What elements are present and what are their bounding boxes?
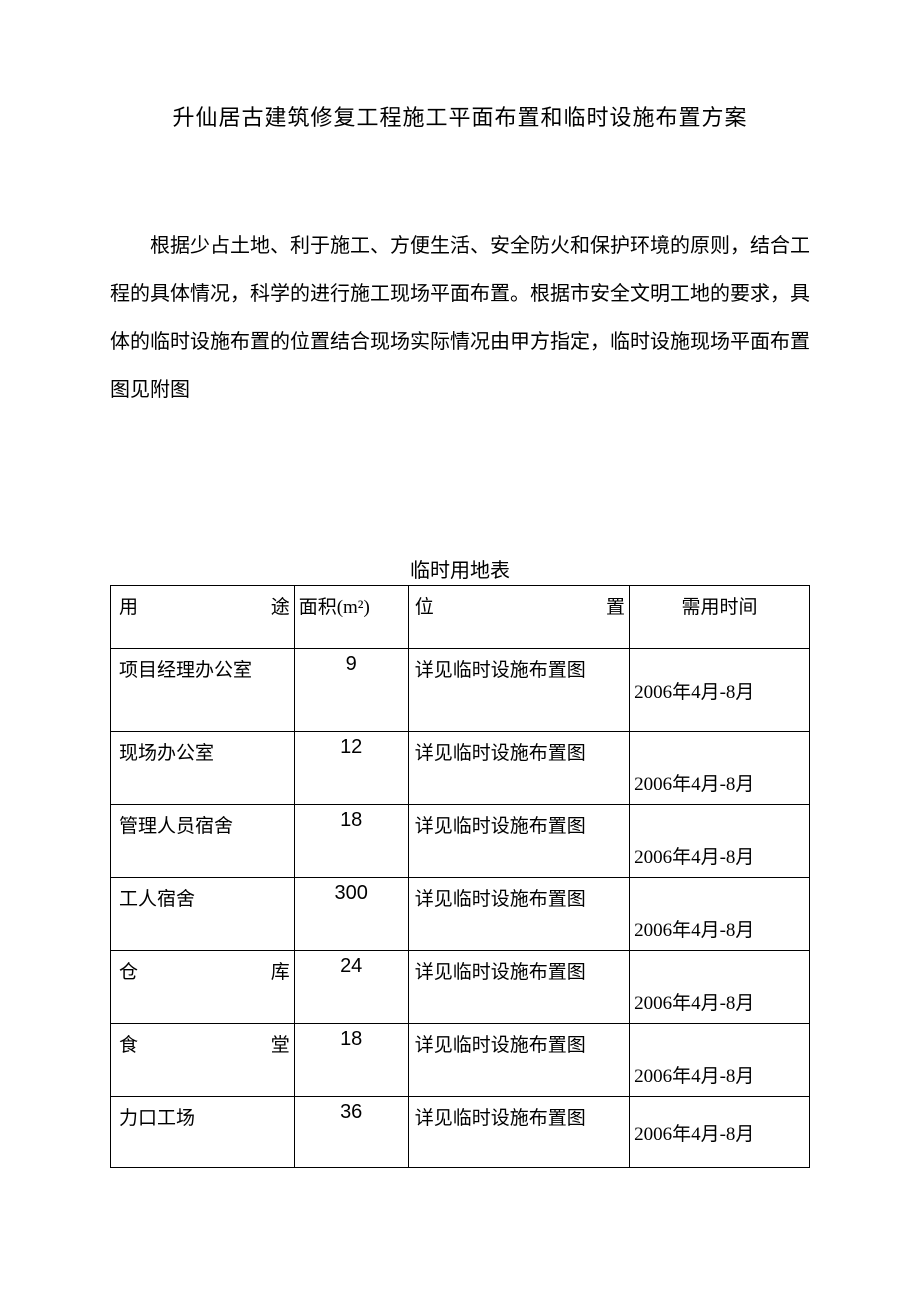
cell-use: 现场办公室 bbox=[111, 732, 295, 805]
header-loc-b: 置 bbox=[606, 592, 625, 619]
header-use-a: 用 bbox=[119, 592, 138, 619]
cell-use: 项目经理办公室 bbox=[111, 649, 295, 732]
cell-area: 18 bbox=[294, 805, 408, 878]
cell-area: 12 bbox=[294, 732, 408, 805]
table-row: 仓库24详见临时设施布置图2006年4月-8月 bbox=[111, 951, 810, 1024]
land-use-table: 用 途 面积(m²) 位 置 需用时间 项目经理办公室9详见临时设施布置图200… bbox=[110, 585, 810, 1168]
table-row: 力口工场36详见临时设施布置图2006年4月-8月 bbox=[111, 1097, 810, 1168]
header-loc-a: 位 bbox=[415, 592, 434, 619]
cell-location: 详见临时设施布置图 bbox=[408, 1097, 629, 1168]
cell-area: 300 bbox=[294, 878, 408, 951]
header-area: 面积(m²) bbox=[294, 586, 408, 649]
document-title: 升仙居古建筑修复工程施工平面布置和临时设施布置方案 bbox=[110, 100, 810, 132]
cell-time: 2006年4月-8月 bbox=[630, 732, 810, 805]
cell-time: 2006年4月-8月 bbox=[630, 1097, 810, 1168]
table-row: 食堂18详见临时设施布置图2006年4月-8月 bbox=[111, 1024, 810, 1097]
cell-location: 详见临时设施布置图 bbox=[408, 732, 629, 805]
cell-time: 2006年4月-8月 bbox=[630, 1024, 810, 1097]
table-row: 项目经理办公室9详见临时设施布置图2006年4月-8月 bbox=[111, 649, 810, 732]
cell-use-a: 食 bbox=[119, 1030, 138, 1057]
table-row: 现场办公室12详见临时设施布置图2006年4月-8月 bbox=[111, 732, 810, 805]
cell-area: 36 bbox=[294, 1097, 408, 1168]
cell-location: 详见临时设施布置图 bbox=[408, 649, 629, 732]
cell-time: 2006年4月-8月 bbox=[630, 649, 810, 732]
cell-use: 力口工场 bbox=[111, 1097, 295, 1168]
cell-use-b: 堂 bbox=[271, 1030, 290, 1057]
cell-use-a: 仓 bbox=[119, 957, 138, 984]
intro-paragraph: 根据少占土地、利于施工、方便生活、安全防火和保护环境的原则，结合工程的具体情况，… bbox=[110, 222, 810, 414]
cell-location: 详见临时设施布置图 bbox=[408, 878, 629, 951]
cell-area: 18 bbox=[294, 1024, 408, 1097]
cell-time: 2006年4月-8月 bbox=[630, 805, 810, 878]
cell-use: 工人宿舍 bbox=[111, 878, 295, 951]
table-row: 管理人员宿舍18详见临时设施布置图2006年4月-8月 bbox=[111, 805, 810, 878]
document-page: 升仙居古建筑修复工程施工平面布置和临时设施布置方案 根据少占土地、利于施工、方便… bbox=[0, 0, 920, 1228]
header-location: 位 置 bbox=[408, 586, 629, 649]
cell-time: 2006年4月-8月 bbox=[630, 951, 810, 1024]
cell-location: 详见临时设施布置图 bbox=[408, 951, 629, 1024]
table-header-row: 用 途 面积(m²) 位 置 需用时间 bbox=[111, 586, 810, 649]
cell-area: 9 bbox=[294, 649, 408, 732]
cell-area: 24 bbox=[294, 951, 408, 1024]
header-use: 用 途 bbox=[111, 586, 295, 649]
table-row: 工人宿舍300详见临时设施布置图2006年4月-8月 bbox=[111, 878, 810, 951]
cell-use-b: 库 bbox=[271, 957, 290, 984]
header-time: 需用时间 bbox=[630, 586, 810, 649]
table-title: 临时用地表 bbox=[110, 554, 810, 583]
header-use-b: 途 bbox=[271, 592, 290, 619]
cell-location: 详见临时设施布置图 bbox=[408, 1024, 629, 1097]
cell-location: 详见临时设施布置图 bbox=[408, 805, 629, 878]
cell-use: 管理人员宿舍 bbox=[111, 805, 295, 878]
cell-use: 食堂 bbox=[111, 1024, 295, 1097]
cell-time: 2006年4月-8月 bbox=[630, 878, 810, 951]
cell-use: 仓库 bbox=[111, 951, 295, 1024]
